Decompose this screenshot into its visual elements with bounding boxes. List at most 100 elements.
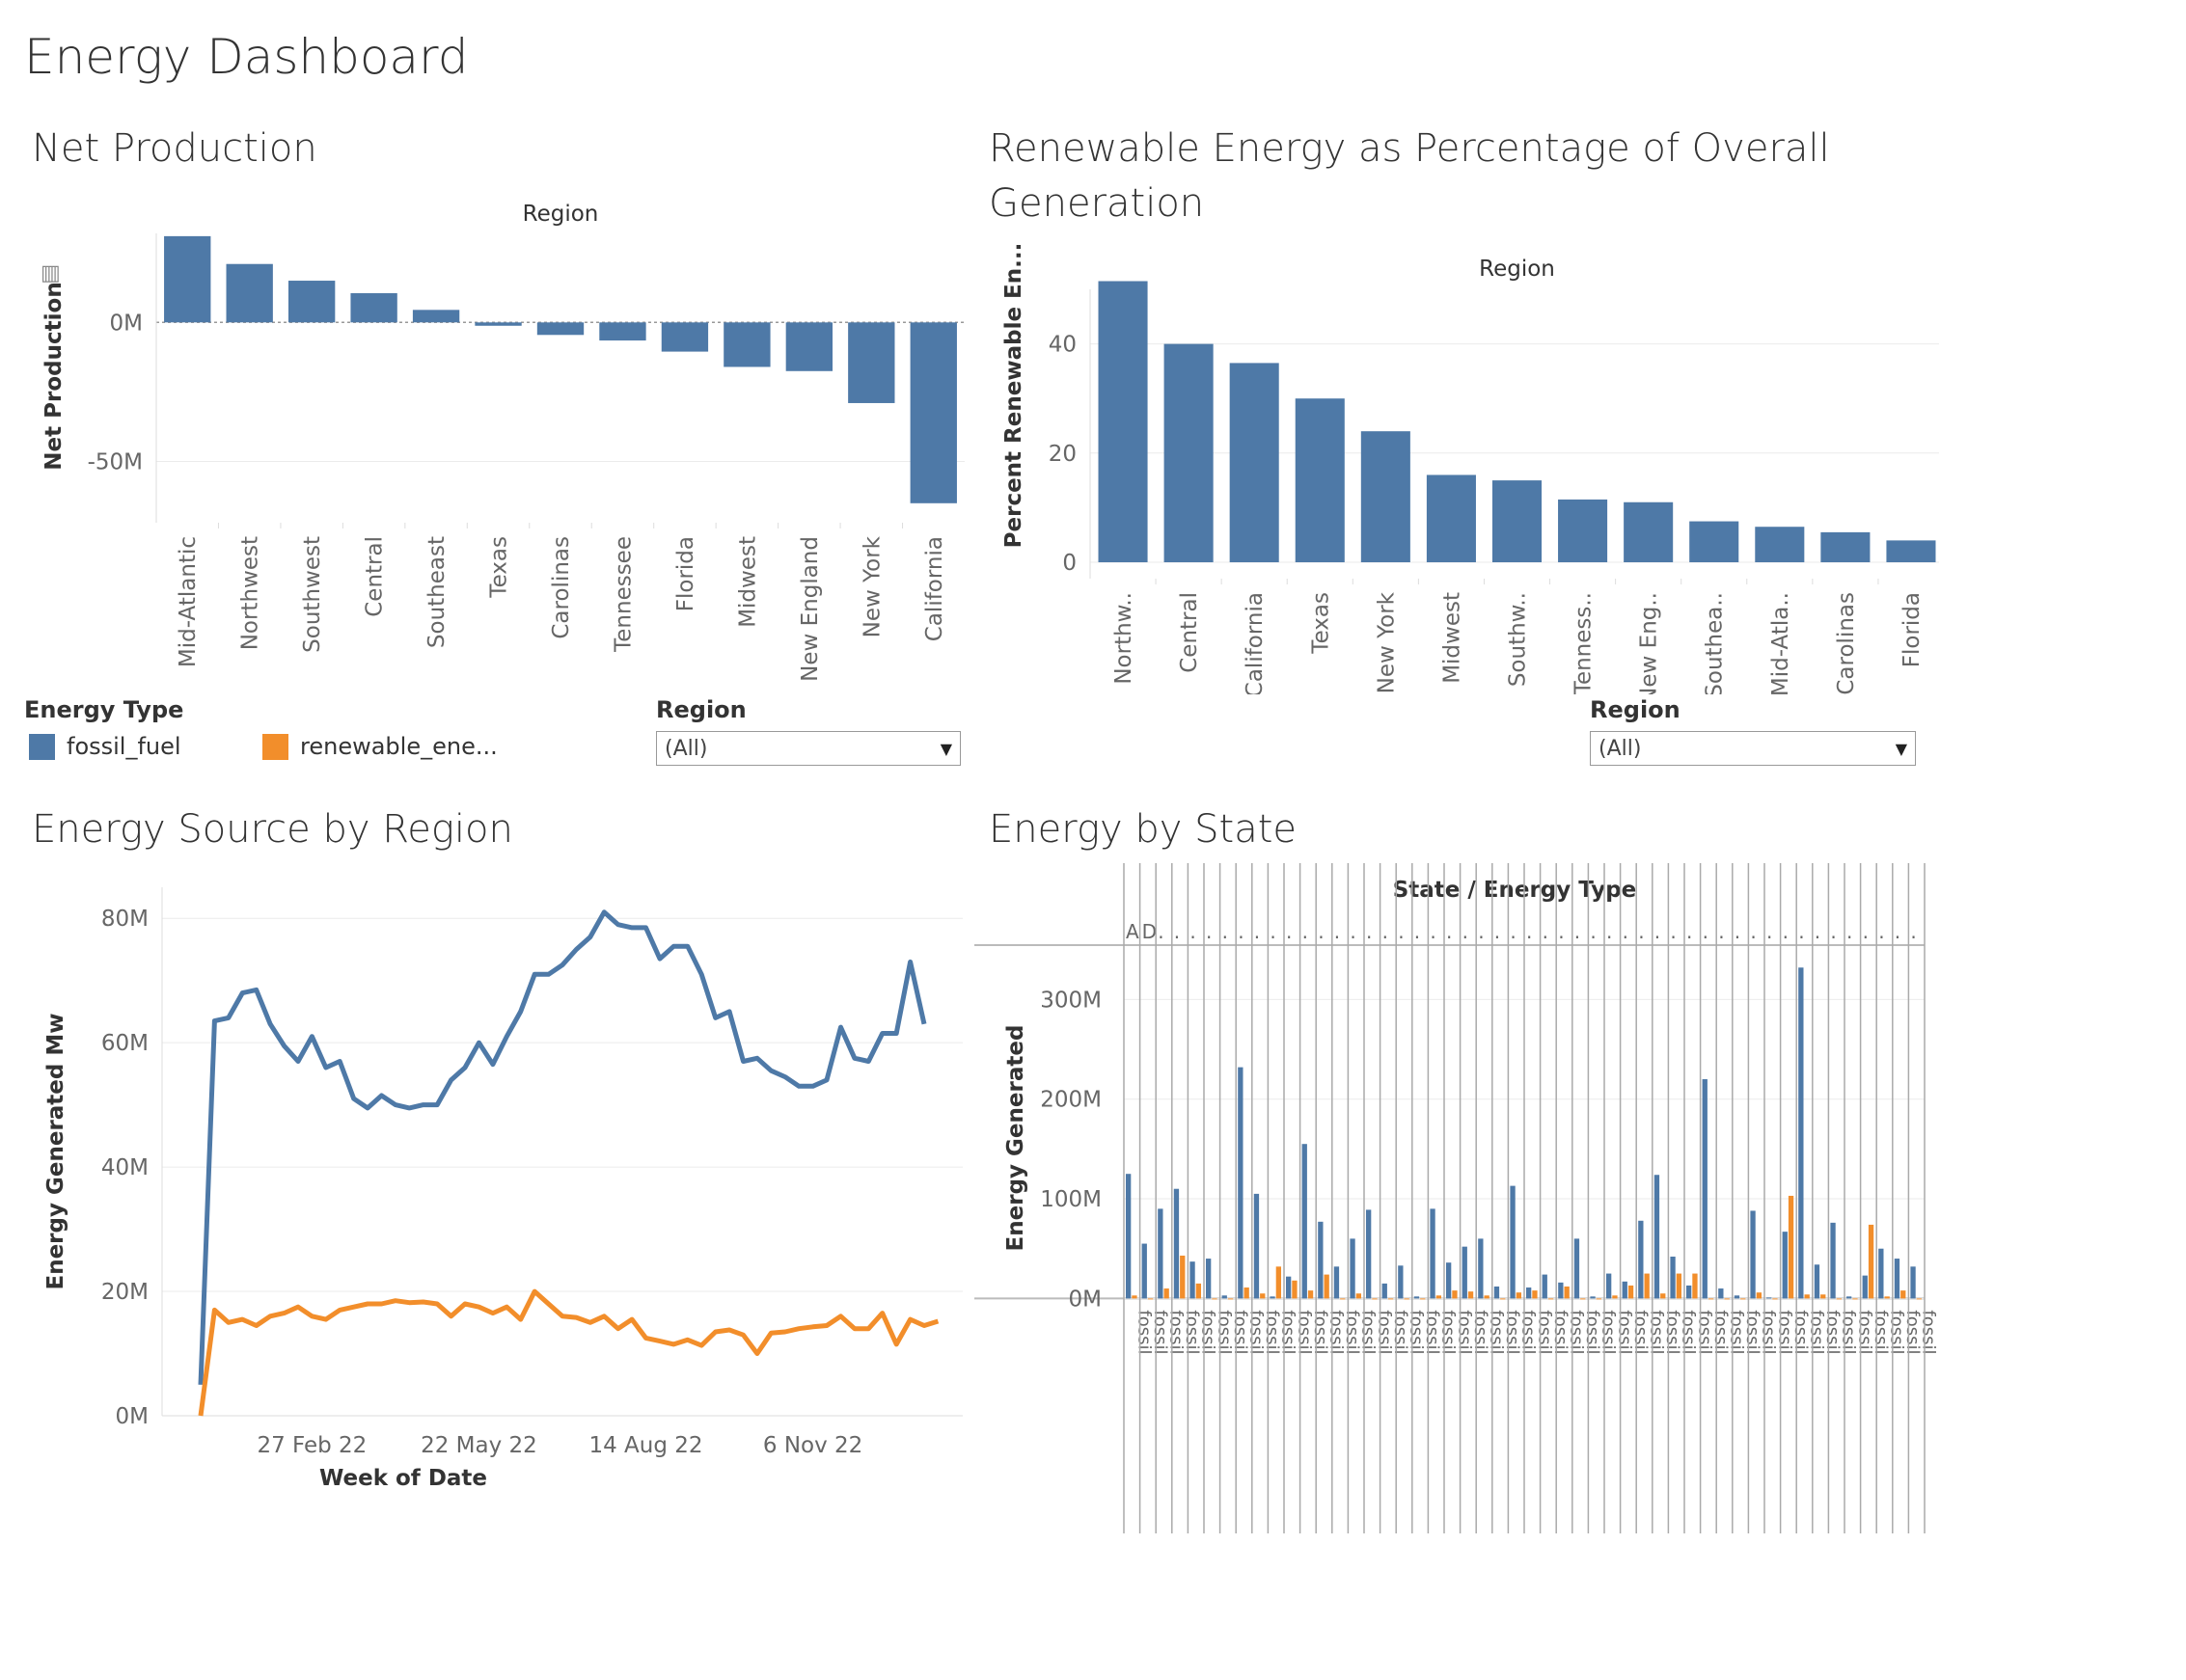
bar-fossil: [1381, 1283, 1387, 1299]
x-sub-label: fossil: [1246, 1310, 1267, 1354]
bar: [785, 322, 833, 371]
x-tick-label: 6 Nov 22: [763, 1433, 862, 1458]
bar: [1886, 540, 1936, 563]
x-tick-label: Carolinas: [1834, 592, 1859, 694]
bar-fossil: [1542, 1274, 1547, 1299]
chart-header: Region: [1479, 257, 1555, 282]
x-sub-label: fossil: [1871, 1310, 1891, 1354]
bar-fossil: [1158, 1208, 1163, 1299]
bar: [1755, 527, 1805, 563]
bar-fossil: [1510, 1185, 1516, 1299]
bar-fossil: [1270, 1296, 1275, 1299]
bar-fossil: [1141, 1243, 1147, 1299]
region-filter-value-right: (All): [1599, 736, 1642, 761]
x-sub-label: fossil: [1550, 1310, 1571, 1354]
bar-fossil: [1333, 1266, 1340, 1299]
bar-renewable: [1484, 1295, 1489, 1299]
region-filter-dropdown-right[interactable]: (All) ▼: [1590, 731, 1916, 766]
bar-fossil: [1253, 1193, 1260, 1299]
energy-source-title: Energy Source by Region: [32, 807, 513, 852]
bar-fossil: [1525, 1287, 1532, 1299]
column-header-label: .: [1910, 920, 1916, 943]
bar-renewable: [1387, 1298, 1394, 1300]
bar-renewable: [1916, 1298, 1923, 1300]
bar-fossil: [1814, 1264, 1820, 1299]
bar-fossil: [1365, 1209, 1372, 1299]
region-filter-label-right: Region: [1590, 696, 1680, 723]
bar-fossil: [1430, 1208, 1435, 1299]
net-production-title: Net Production: [32, 126, 317, 171]
x-sub-label: fossil: [1470, 1310, 1490, 1354]
column-header-label: .: [1254, 920, 1260, 943]
bar-fossil: [1670, 1256, 1676, 1299]
x-sub-label: fossil: [1166, 1310, 1187, 1354]
bar-renewable: [1676, 1273, 1682, 1299]
chevron-down-icon: ▼: [1895, 739, 1907, 758]
x-sub-label: fossil: [1854, 1310, 1874, 1354]
legend-item-fossil[interactable]: fossil_fuel: [29, 733, 181, 760]
bar: [1820, 531, 1871, 563]
bar: [1360, 431, 1410, 563]
legend-item-renewable[interactable]: renewable_ene...: [262, 733, 498, 760]
x-tick-label: Midwest: [735, 536, 760, 628]
column-header-label: .: [1189, 920, 1195, 943]
x-tick-label: Florida: [1899, 592, 1925, 667]
bar-renewable: [1195, 1283, 1202, 1299]
y-tick-label: 200M: [1040, 1088, 1102, 1113]
bar-fossil: [1173, 1188, 1180, 1299]
bar-fossil: [1205, 1259, 1212, 1299]
bar: [910, 322, 957, 503]
column-header-label: .: [1526, 920, 1532, 943]
bar-renewable: [1163, 1288, 1169, 1299]
x-sub-label: fossil: [1710, 1310, 1731, 1354]
y-tick-label: 40M: [101, 1155, 149, 1180]
y-tick-label: 0M: [1069, 1287, 1102, 1312]
x-sub-label: fossil: [1438, 1310, 1459, 1354]
column-header-label: .: [1830, 920, 1836, 943]
column-header-label: .: [1414, 920, 1420, 943]
column-header-label: .: [1590, 920, 1596, 943]
x-sub-label: fossil: [1518, 1310, 1539, 1354]
bar-renewable: [1852, 1298, 1858, 1300]
x-sub-label: fossil: [1134, 1310, 1154, 1354]
bar-renewable: [1275, 1266, 1282, 1299]
x-sub-label: fossil: [1599, 1310, 1619, 1354]
y-tick-label: 0M: [116, 1404, 149, 1429]
bar-fossil: [1350, 1238, 1355, 1299]
energy-source-chart: 0M 20M 40M 60M 80M 27 Feb 22 22 May 22 14 Aug 2…: [43, 887, 963, 1491]
x-sub-label: fossil: [1614, 1310, 1634, 1354]
bar-fossil: [1301, 1144, 1307, 1299]
y-tick-label: 80M: [101, 907, 149, 932]
bar-fossil: [1862, 1275, 1868, 1299]
column-header-label: .: [1543, 920, 1548, 943]
y-tick-label: 40: [1049, 333, 1077, 358]
bar-fossil: [1782, 1232, 1788, 1299]
x-sub-label: fossil: [1902, 1310, 1923, 1354]
x-sub-label: fossil: [1679, 1310, 1699, 1354]
column-header-label: .: [1638, 920, 1644, 943]
bar-renewable: [1212, 1298, 1217, 1300]
y-tick-label: -50M: [88, 450, 143, 475]
y-axis-label: Net Production: [41, 282, 67, 470]
x-sub-label: fossil: [1759, 1310, 1779, 1354]
bar-fossil: [1285, 1276, 1292, 1299]
x-tick-label: Midwest: [1439, 592, 1464, 684]
column-header-label: .: [1286, 920, 1292, 943]
y-tick-label: 20: [1049, 442, 1077, 467]
bar-renewable: [1260, 1293, 1266, 1299]
bar-fossil: [1685, 1285, 1692, 1299]
chart-header: Region: [523, 202, 599, 227]
energy-by-state-chart: State / Energy Type 0M 100M 200M 300M Energy …: [974, 863, 1939, 1533]
column-header-label: .: [1334, 920, 1340, 943]
column-header-label: .: [1366, 920, 1372, 943]
y-axis-label: Energy Generated Mw: [43, 1013, 68, 1289]
fossil-swatch: [29, 733, 55, 760]
region-filter-dropdown-left[interactable]: (All) ▼: [656, 731, 961, 766]
x-tick-label: Tennessee: [611, 536, 636, 653]
column-header-label: .: [1270, 920, 1275, 943]
column-header-label: .: [1606, 920, 1612, 943]
bar-renewable: [1132, 1295, 1137, 1299]
dashboard-title: Energy Dashboard: [24, 29, 469, 85]
y-tick-label: 60M: [101, 1031, 149, 1056]
column-header-label: .: [1238, 920, 1243, 943]
